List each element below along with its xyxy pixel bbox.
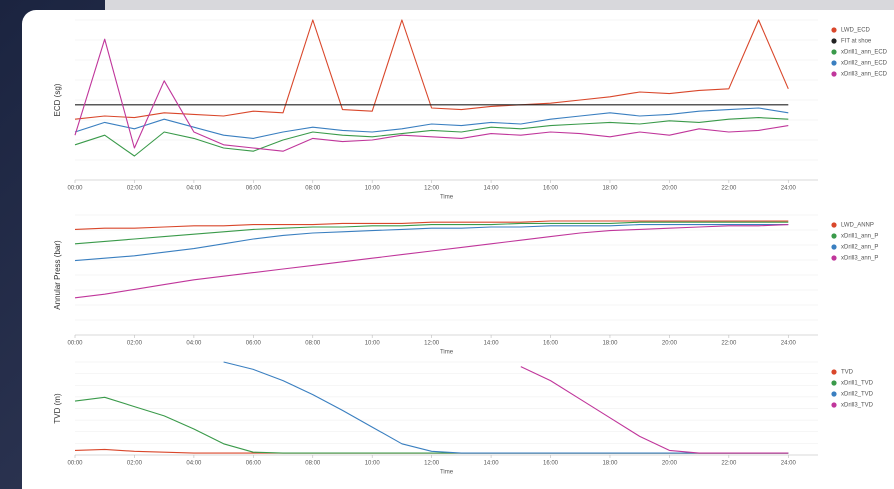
series-line <box>74 396 789 454</box>
legend-swatch <box>831 369 837 375</box>
x-tick-label: 08:00 <box>305 186 321 192</box>
x-tick-label: 06:00 <box>246 186 262 192</box>
legend-label: FIT at shoe <box>841 39 872 45</box>
legend-label: xDrill1_ann_P <box>841 234 878 240</box>
x-tick-label: 02:00 <box>127 341 143 347</box>
x-tick-label: 06:00 <box>246 461 262 467</box>
x-tick-label: 20:00 <box>662 341 678 347</box>
x-tick-label: 02:00 <box>127 186 143 192</box>
x-tick-label: 12:00 <box>424 186 440 192</box>
y-axis-label: TVD (m) <box>53 393 62 424</box>
legend-swatch <box>831 402 837 408</box>
series-line <box>223 361 789 454</box>
legend-swatch <box>831 222 837 228</box>
legend-swatch <box>831 391 837 397</box>
card <box>22 10 894 489</box>
x-tick-label: 10:00 <box>365 186 381 192</box>
x-tick-label: 00:00 <box>67 461 83 467</box>
x-axis-label: Time <box>440 195 454 201</box>
x-tick-label: 22:00 <box>721 341 737 347</box>
x-tick-label: 20:00 <box>662 186 678 192</box>
x-tick-label: 02:00 <box>127 461 143 467</box>
x-tick-label: 18:00 <box>602 341 618 347</box>
x-tick-label: 14:00 <box>484 461 500 467</box>
legend-label: xDrill2_TVD <box>841 392 874 398</box>
x-tick-label: 00:00 <box>67 341 83 347</box>
x-tick-label: 22:00 <box>721 186 737 192</box>
legend-label: xDrill1_ann_ECD <box>841 50 888 56</box>
x-tick-label: 08:00 <box>305 461 321 467</box>
series-line <box>74 221 789 245</box>
legend-label: xDrill3_ann_ECD <box>841 72 888 78</box>
legend-label: xDrill3_ann_P <box>841 256 878 262</box>
series-line <box>74 19 789 120</box>
legend-swatch <box>831 71 837 77</box>
legend-swatch <box>831 60 837 66</box>
top-bar <box>105 0 894 10</box>
legend-swatch <box>831 233 837 239</box>
x-tick-label: 18:00 <box>602 186 618 192</box>
x-tick-label: 22:00 <box>721 461 737 467</box>
legend-swatch <box>831 244 837 250</box>
series-line <box>520 366 789 454</box>
series-line <box>74 220 789 230</box>
series-line <box>74 224 789 299</box>
x-tick-label: 16:00 <box>543 461 559 467</box>
legend-swatch <box>831 49 837 55</box>
legend-swatch <box>831 380 837 386</box>
legend-swatch <box>831 27 837 33</box>
x-tick-label: 10:00 <box>365 461 381 467</box>
x-tick-label: 16:00 <box>543 341 559 347</box>
legend-swatch <box>831 38 837 44</box>
x-axis-label: Time <box>440 470 454 476</box>
x-tick-label: 04:00 <box>186 461 202 467</box>
x-tick-label: 14:00 <box>484 186 500 192</box>
legend-label: TVD <box>841 370 854 376</box>
x-tick-label: 24:00 <box>781 186 797 192</box>
x-tick-label: 08:00 <box>305 341 321 347</box>
y-axis-label: Annular Press (bar) <box>53 240 62 310</box>
y-axis-label: ECD (sg) <box>53 83 62 116</box>
legend-label: xDrill3_TVD <box>841 403 874 409</box>
x-axis-label: Time <box>440 350 454 356</box>
x-tick-label: 04:00 <box>186 186 202 192</box>
series-line <box>74 117 789 157</box>
x-tick-label: 16:00 <box>543 186 559 192</box>
x-tick-label: 12:00 <box>424 341 440 347</box>
series-line <box>74 38 789 152</box>
legend-label: xDrill2_ann_ECD <box>841 61 888 67</box>
x-tick-label: 14:00 <box>484 341 500 347</box>
x-tick-label: 24:00 <box>781 461 797 467</box>
x-tick-label: 00:00 <box>67 186 83 192</box>
x-tick-label: 24:00 <box>781 341 797 347</box>
x-tick-label: 06:00 <box>246 341 262 347</box>
legend-label: xDrill1_TVD <box>841 381 874 387</box>
x-tick-label: 20:00 <box>662 461 678 467</box>
x-tick-label: 18:00 <box>602 461 618 467</box>
legend-swatch <box>831 255 837 261</box>
legend-label: LWD_ECD <box>841 28 871 34</box>
x-tick-label: 12:00 <box>424 461 440 467</box>
x-tick-label: 04:00 <box>186 341 202 347</box>
legend-label: xDrill2_ann_P <box>841 245 878 251</box>
legend-label: LWD_ANNP <box>841 223 874 229</box>
x-tick-label: 10:00 <box>365 341 381 347</box>
series-line <box>74 107 789 139</box>
series-line <box>74 224 789 262</box>
